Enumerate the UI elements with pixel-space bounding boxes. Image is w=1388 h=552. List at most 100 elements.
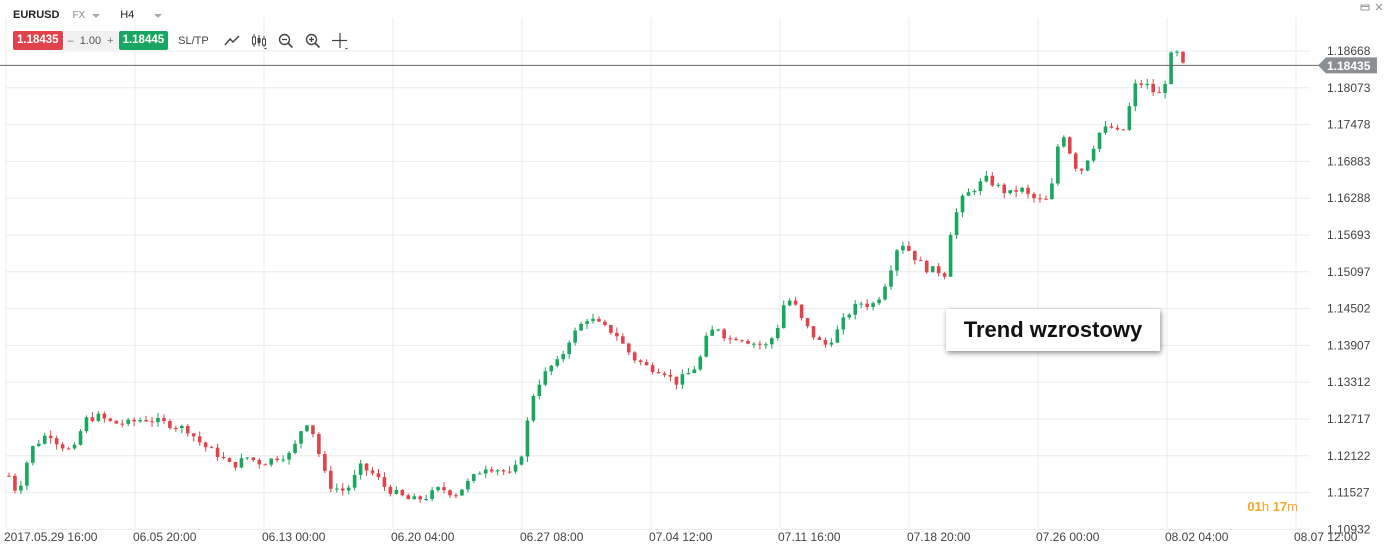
candle xyxy=(323,451,327,474)
candle xyxy=(174,425,178,432)
candle xyxy=(948,232,953,277)
candle xyxy=(668,369,673,382)
price-axis: 1.18668 1.18073 1.17478 1.16883 1.16288 1.156… xyxy=(1327,44,1371,536)
candle-body xyxy=(31,446,35,463)
candle xyxy=(781,300,786,329)
line-chart-icon[interactable] xyxy=(223,32,241,50)
candle-body xyxy=(132,419,136,422)
candle xyxy=(567,340,571,359)
candle-body xyxy=(203,442,208,448)
candle xyxy=(1151,79,1156,97)
candle-body xyxy=(942,273,947,277)
candle-body xyxy=(281,459,285,461)
candle-body xyxy=(102,413,107,419)
candle xyxy=(287,450,291,465)
close-icon[interactable] xyxy=(1374,2,1384,12)
candle xyxy=(25,461,29,490)
quantity-value[interactable]: 1.00 xyxy=(79,34,102,47)
x-tick-label: 07.11 16:00 xyxy=(778,530,841,544)
candle xyxy=(704,332,709,358)
candle xyxy=(132,417,136,427)
candle-body xyxy=(680,374,685,385)
market-dropdown-icon[interactable] xyxy=(92,13,101,18)
candle-body xyxy=(1151,83,1156,93)
candle xyxy=(978,178,983,196)
symbol-selector[interactable]: EURUSD xyxy=(13,9,60,21)
candle xyxy=(984,170,989,183)
candle-body xyxy=(346,487,351,491)
candle xyxy=(621,333,625,344)
zoom-in-icon[interactable] xyxy=(304,32,322,50)
candle xyxy=(686,367,691,375)
candle xyxy=(233,461,238,471)
countdown-minutes: 17 xyxy=(1272,499,1288,514)
trend-annotation-label[interactable]: Trend wzrostowy xyxy=(946,309,1160,351)
candle xyxy=(758,340,762,350)
candle xyxy=(269,458,274,467)
candle-body xyxy=(877,299,881,304)
candles-icon[interactable] xyxy=(250,32,268,50)
candle xyxy=(293,440,297,455)
candle-body xyxy=(191,433,196,437)
sell-button[interactable]: 1.18435 xyxy=(13,31,63,50)
candle-body xyxy=(412,496,417,500)
candle xyxy=(555,355,560,368)
crosshair-icon[interactable] xyxy=(331,32,349,50)
candle-body xyxy=(1085,160,1090,171)
zoom-out-icon[interactable] xyxy=(277,32,295,50)
candle-body xyxy=(668,374,673,377)
candle xyxy=(1050,177,1054,200)
candle xyxy=(90,412,95,423)
candle xyxy=(847,312,852,320)
sltp-button[interactable]: SL/TP xyxy=(178,34,209,47)
x-tick-label: 06.27 08:00 xyxy=(520,530,584,544)
candle-body xyxy=(382,477,387,487)
candle xyxy=(1032,192,1036,203)
candle xyxy=(901,241,905,254)
candle xyxy=(138,417,142,423)
candle xyxy=(430,486,434,502)
candle-body xyxy=(227,458,232,462)
timeframe-selector[interactable]: H4 xyxy=(120,9,135,21)
candle-body xyxy=(388,486,393,494)
candle-body xyxy=(317,434,321,455)
candle-body xyxy=(710,329,715,336)
timeframe-dropdown-icon[interactable] xyxy=(154,13,163,18)
candle xyxy=(1008,190,1012,195)
candle-body xyxy=(180,425,184,429)
candle xyxy=(626,342,631,356)
candle-body xyxy=(781,305,786,329)
candle xyxy=(1067,136,1072,155)
candle xyxy=(227,457,232,463)
candle-body xyxy=(573,330,577,343)
decrease-quantity-button[interactable]: – xyxy=(67,34,74,47)
candle xyxy=(19,480,23,494)
candle-body xyxy=(549,365,554,372)
candle xyxy=(823,337,828,348)
candle xyxy=(466,478,470,493)
candle xyxy=(251,457,256,462)
candle xyxy=(644,359,649,366)
increase-quantity-button[interactable]: + xyxy=(107,34,114,47)
candle xyxy=(334,483,339,493)
candle xyxy=(1103,121,1108,135)
quantity-stepper[interactable]: – 1.00 + xyxy=(63,31,118,50)
candle-body xyxy=(1038,198,1042,200)
buy-button[interactable]: 1.18445 xyxy=(118,31,169,50)
x-tick-label: 07.18 20:00 xyxy=(907,530,971,544)
candle xyxy=(787,298,792,307)
x-tick-label: 06.13 00:00 xyxy=(262,530,326,544)
restore-icon[interactable] xyxy=(1360,2,1370,12)
candle-body xyxy=(364,463,369,471)
candle-body xyxy=(36,443,41,447)
candle-body xyxy=(251,457,256,460)
candle-body xyxy=(889,270,893,287)
candle-body xyxy=(60,444,65,449)
candle-body xyxy=(829,342,834,345)
candle xyxy=(632,351,637,364)
candle-body xyxy=(1014,190,1018,192)
candle xyxy=(835,325,840,344)
candle-body xyxy=(507,471,512,473)
x-tick-label: 06.05 20:00 xyxy=(133,530,197,544)
